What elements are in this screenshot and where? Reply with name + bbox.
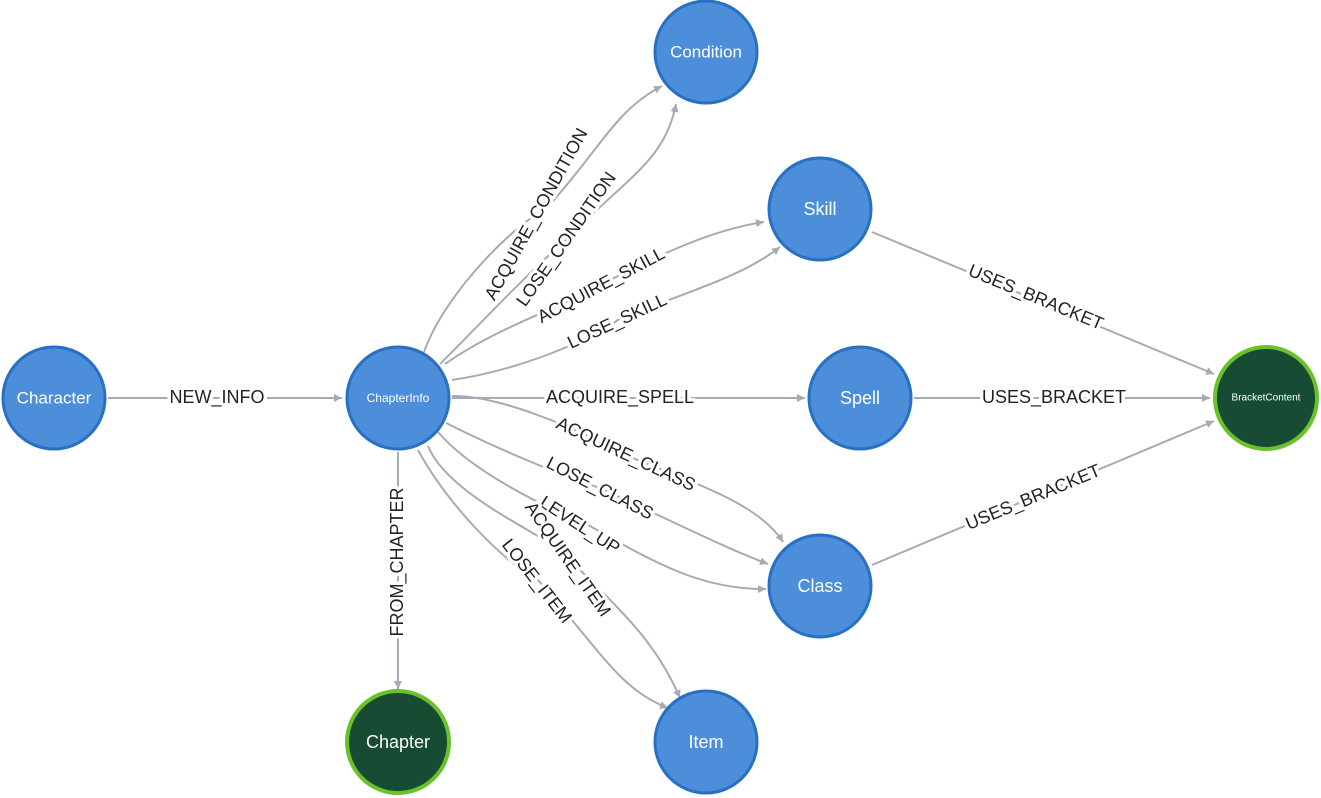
edge-lose-item[interactable]: LOSE_ITEM — [417, 449, 669, 709]
edge-label-new-info: NEW_INFO — [169, 387, 264, 408]
node-label-condition: Condition — [670, 43, 742, 62]
node-label-chapterinfo: ChapterInfo — [367, 391, 430, 405]
node-label-chapter: Chapter — [366, 732, 430, 752]
node-label-spell: Spell — [840, 388, 880, 408]
node-class[interactable]: Class — [767, 533, 873, 639]
node-label-item: Item — [688, 732, 723, 752]
edge-lose-condition[interactable]: LOSE_CONDITION — [439, 103, 679, 365]
edge-label-acquire-spell: ACQUIRE_SPELL — [546, 387, 694, 408]
edge-label-skill-uses-bracket: USES_BRACKET — [965, 260, 1106, 335]
node-item[interactable]: Item — [653, 689, 759, 795]
edge-label-class-uses-bracket: USES_BRACKET — [963, 460, 1104, 535]
edge-acquire-class[interactable]: ACQUIRE_CLASS — [451, 394, 784, 543]
node-label-character: Character — [17, 389, 92, 408]
node-label-bracketcontent: BracketContent — [1232, 393, 1301, 404]
edge-from-chapter[interactable]: FROM_CHAPTER — [384, 452, 412, 689]
edge-label-from-chapter: FROM_CHAPTER — [387, 487, 408, 636]
edge-acquire-spell[interactable]: ACQUIRE_SPELL — [452, 384, 805, 412]
edge-level-up[interactable]: LEVEL_UP — [437, 431, 767, 594]
edge-class-uses-bracket[interactable]: USES_BRACKET — [871, 420, 1215, 566]
edge-acquire-item[interactable]: ACQUIRE_ITEM — [427, 445, 681, 699]
edge-spell-uses-bracket[interactable]: USES_BRACKET — [914, 384, 1210, 412]
node-bracketcontent[interactable]: BracketContent — [1213, 345, 1319, 451]
node-spell[interactable]: Spell — [807, 345, 913, 451]
node-label-class: Class — [797, 576, 842, 596]
edge-label-spell-uses-bracket: USES_BRACKET — [982, 387, 1126, 408]
node-label-skill: Skill — [803, 199, 836, 219]
node-skill[interactable]: Skill — [767, 156, 873, 262]
node-chapter[interactable]: Chapter — [345, 689, 451, 795]
node-condition[interactable]: Condition — [653, 0, 759, 105]
edge-skill-uses-bracket[interactable]: USES_BRACKET — [871, 231, 1215, 375]
node-chapterinfo[interactable]: ChapterInfo — [345, 345, 451, 451]
node-character[interactable]: Character — [1, 345, 107, 451]
edge-new-info[interactable]: NEW_INFO — [108, 384, 342, 412]
